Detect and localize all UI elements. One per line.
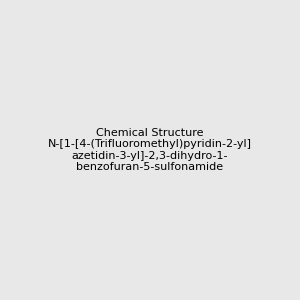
Text: Chemical Structure
N-[1-[4-(Trifluoromethyl)pyridin-2-yl]
azetidin-3-yl]-2,3-dih: Chemical Structure N-[1-[4-(Trifluoromet… (48, 128, 252, 172)
